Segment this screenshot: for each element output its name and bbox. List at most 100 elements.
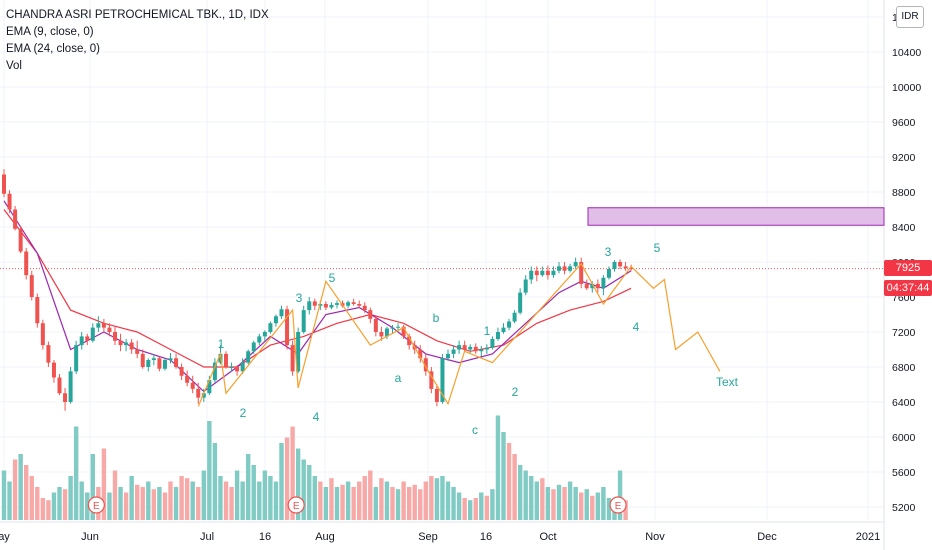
candle-body (523, 279, 528, 293)
volume-bar (445, 481, 451, 520)
candle-body (335, 303, 339, 305)
time-tick-label: Oct (539, 531, 556, 543)
wave-label: 4 (313, 410, 320, 424)
candle-body (440, 358, 445, 402)
candle-body (529, 270, 534, 280)
candle-body (296, 332, 301, 372)
volume-bar (101, 448, 107, 520)
volume-bar (151, 489, 157, 520)
volume-bar (368, 470, 373, 520)
candle-body (490, 339, 495, 348)
volume-bar (462, 498, 467, 520)
candle-body (368, 310, 373, 319)
candle-body (151, 358, 156, 360)
volume-bar (318, 481, 323, 520)
candle-body (285, 309, 290, 346)
candle-body (329, 304, 334, 308)
candle-body (434, 388, 439, 402)
volume-bar (201, 470, 206, 520)
candle-body (24, 251, 29, 276)
candle-body (601, 277, 606, 289)
candle-body (79, 336, 84, 346)
volume-bar (234, 470, 240, 520)
candle-body (235, 367, 240, 372)
volume-bar (418, 489, 423, 520)
time-tick-label: 2021 (856, 531, 880, 543)
candle-body (606, 269, 611, 278)
volume-bar (340, 484, 345, 520)
candle-body (507, 321, 512, 328)
wave-label: 1 (484, 324, 491, 338)
volume-bar (362, 476, 367, 520)
time-tick-label: Sep (418, 531, 438, 543)
elliott-wave-path (197, 262, 721, 407)
candle-body (351, 302, 356, 304)
ema24-legend[interactable]: EMA (24, close, 0) (6, 43, 100, 55)
candle-body (51, 362, 56, 378)
volume-bar (606, 498, 612, 520)
candle-body (629, 268, 634, 270)
volume-bar (229, 487, 234, 520)
time-tick-label: Dec (757, 531, 777, 543)
price-tick-label: 10000 (892, 82, 921, 94)
candle-body (534, 270, 539, 276)
candle-body (157, 358, 162, 369)
earnings-marker (87, 496, 105, 514)
candle-body (201, 393, 206, 398)
price-tick-label: 8400 (892, 222, 916, 234)
currency-badge[interactable]: IDR (896, 6, 924, 28)
time-tick-label: Jun (81, 531, 99, 543)
volume-bar (135, 484, 140, 520)
candle-body (40, 323, 45, 346)
volume-bar (268, 476, 273, 520)
volume-bar (567, 481, 573, 520)
candle-body (185, 375, 190, 383)
candle-body (174, 358, 179, 367)
volume-bar (468, 500, 473, 520)
candle-body (557, 266, 561, 271)
volume-bar (329, 478, 334, 520)
candle-body (118, 340, 123, 346)
volume-bar (146, 481, 151, 520)
candle-body (57, 377, 62, 394)
candle-body (446, 353, 450, 359)
volume-bar (46, 500, 51, 520)
volume-bar (73, 426, 79, 520)
candle-body (373, 318, 378, 332)
candle-body (207, 380, 212, 394)
candle-body (290, 345, 295, 372)
candle-body (357, 304, 362, 306)
candle-body (29, 275, 34, 297)
candle-body (251, 342, 256, 352)
price-tick-label: 5600 (892, 467, 916, 479)
candle-body (518, 292, 523, 313)
candle-body (68, 371, 73, 402)
volume-bar (312, 476, 317, 520)
volume-bar (501, 432, 506, 520)
candle-body (479, 349, 484, 352)
volume-bar (440, 476, 445, 520)
text-annotation: Text (716, 375, 739, 389)
wave-label: 3 (605, 245, 612, 259)
volume-bar (323, 487, 329, 520)
candle-body (512, 312, 517, 322)
candle-body (346, 302, 351, 306)
candle-body (323, 304, 328, 308)
volume-legend[interactable]: Vol (6, 60, 22, 72)
wave-label: 5 (654, 241, 661, 255)
candle-body (7, 193, 12, 210)
wave-label: 4 (633, 320, 640, 334)
volume-bar (240, 481, 245, 520)
wave-label: 2 (240, 406, 247, 420)
candle-body (212, 362, 217, 381)
ema9-line (3, 200, 632, 393)
wave-label: 3 (296, 291, 303, 305)
time-tick-label: Jul (200, 531, 214, 543)
ema9-legend[interactable]: EMA (9, close, 0) (6, 26, 94, 38)
symbol-title[interactable]: CHANDRA ASRI PETROCHEMICAL TBK., 1D, IDX (6, 9, 269, 21)
time-tick-label: ay (0, 531, 10, 543)
volume-bar (284, 437, 290, 520)
candle-body (74, 345, 79, 372)
candle-body (35, 297, 40, 324)
